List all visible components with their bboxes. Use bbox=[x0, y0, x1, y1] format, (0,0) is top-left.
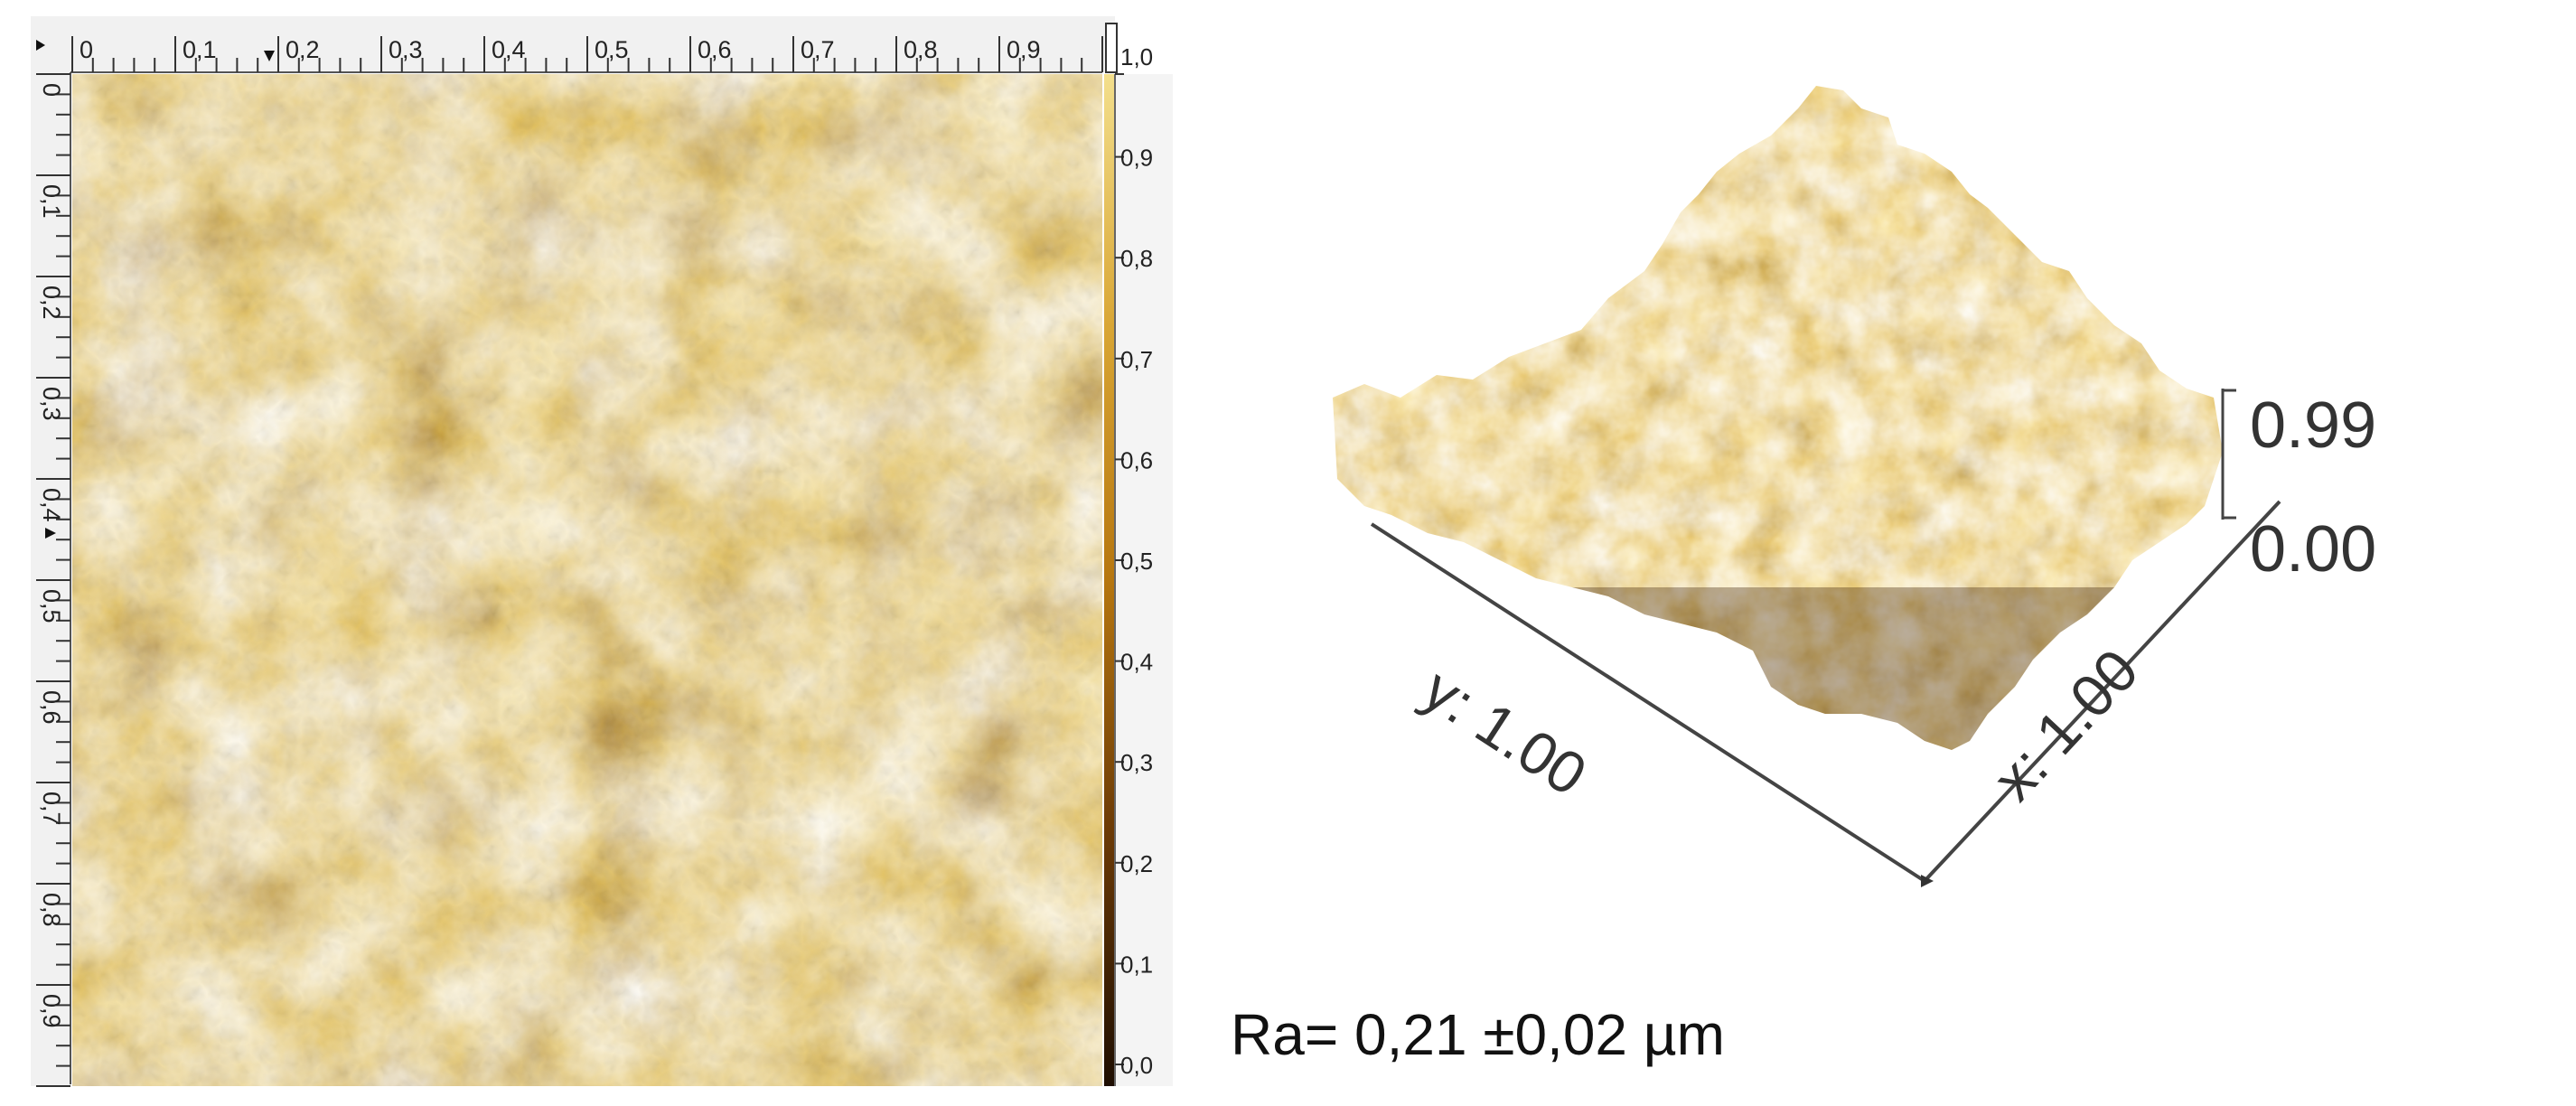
afm-3d-svg: 0.99 0.00 y: 1.00 x: 1.00 bbox=[1333, 86, 2376, 887]
x-tick-label: 0,7 bbox=[801, 36, 835, 63]
x-tick-label: 0,6 bbox=[698, 36, 732, 63]
cursor-marker-left-icon bbox=[45, 528, 56, 539]
y-tick-label: 0,5 bbox=[38, 589, 65, 623]
x-axis-line bbox=[1923, 500, 2281, 883]
x-tick-label: 0,4 bbox=[492, 36, 526, 63]
colorbar-tick-label: 0,7 bbox=[1120, 346, 1153, 373]
y-axis-line bbox=[1370, 522, 1926, 883]
afm-3d-panel: 0.99 0.00 y: 1.00 x: 1.00 bbox=[1175, 0, 2576, 1106]
x-tick-label: 0 bbox=[80, 36, 93, 63]
colorbar-tick-label: 0,2 bbox=[1120, 850, 1153, 877]
z-max-label: 0.99 bbox=[2250, 389, 2376, 462]
roughness-label: Ra= 0,21 ±0,02 µm bbox=[1231, 1002, 1725, 1067]
afm-2d-panel: 0 0,1 0,2 0,3 0,4 0,5 0,6 0,7 0,8 0,9 0 0,1 0,2 0,3 0… bbox=[0, 0, 1175, 1106]
y-tick-label: 0 bbox=[38, 83, 65, 97]
top-ruler bbox=[31, 16, 1115, 72]
y-tick-label: 0,8 bbox=[38, 893, 65, 927]
y-tick-label: 0,6 bbox=[38, 690, 65, 725]
y-tick-label: 0,9 bbox=[38, 994, 65, 1028]
ruler-arrow-icon bbox=[36, 40, 45, 51]
afm-topography-image bbox=[72, 74, 1102, 1086]
cursor-marker-icon bbox=[264, 51, 275, 61]
y-tick-label: 0,3 bbox=[38, 387, 65, 421]
y-tick-label: 0,4 bbox=[38, 488, 65, 522]
colorbar-tick-label: 0,0 bbox=[1120, 1052, 1153, 1079]
colorbar-tick-label: 0,6 bbox=[1120, 446, 1153, 473]
colorbar-tick-label: 0,3 bbox=[1120, 749, 1153, 776]
colorbar-tick-label: 0,1 bbox=[1120, 951, 1153, 978]
x-tick-label: 0,5 bbox=[595, 36, 629, 63]
x-axis-ticks: 0 0,1 0,2 0,3 0,4 0,5 0,6 0,7 0,8 0,9 bbox=[71, 36, 1103, 72]
colorbar-tick-label: 1,0 bbox=[1120, 43, 1153, 70]
x-tick-label: 0,9 bbox=[1007, 36, 1041, 63]
colorbar-ticks: 1,0 0,9 0,8 0,7 0,6 0,5 0,4 0,3 0,2 0,1 0,0 bbox=[1115, 43, 1153, 1079]
x-tick-label: 0,1 bbox=[183, 36, 217, 63]
z-min-label: 0.00 bbox=[2250, 513, 2376, 586]
colorbar-tick-label: 0,5 bbox=[1120, 548, 1153, 575]
y-tick-label: 0,2 bbox=[38, 286, 65, 320]
x-tick-label: 0,2 bbox=[286, 36, 320, 63]
afm-2d-svg: 0 0,1 0,2 0,3 0,4 0,5 0,6 0,7 0,8 0,9 00,10,20,30… bbox=[31, 16, 1173, 1087]
y-tick-label: 0,1 bbox=[38, 184, 65, 219]
colorbar bbox=[1104, 74, 1115, 1086]
colorbar-tick-label: 0,8 bbox=[1120, 245, 1153, 272]
y-axis-label: y: 1.00 bbox=[1411, 655, 1597, 809]
y-tick-label: 0,7 bbox=[38, 792, 65, 826]
y-axis-ticks: 0 0,1 0,2 0,3 0,4 0,5 0,6 0,7 0,8 0,9 bbox=[36, 73, 70, 1087]
colorbar-tick-label: 0,4 bbox=[1120, 649, 1153, 676]
x-tick-label: 0,3 bbox=[389, 36, 423, 63]
x-tick-label: 0,8 bbox=[904, 36, 938, 63]
colorbar-tick-label: 0,9 bbox=[1120, 145, 1153, 172]
